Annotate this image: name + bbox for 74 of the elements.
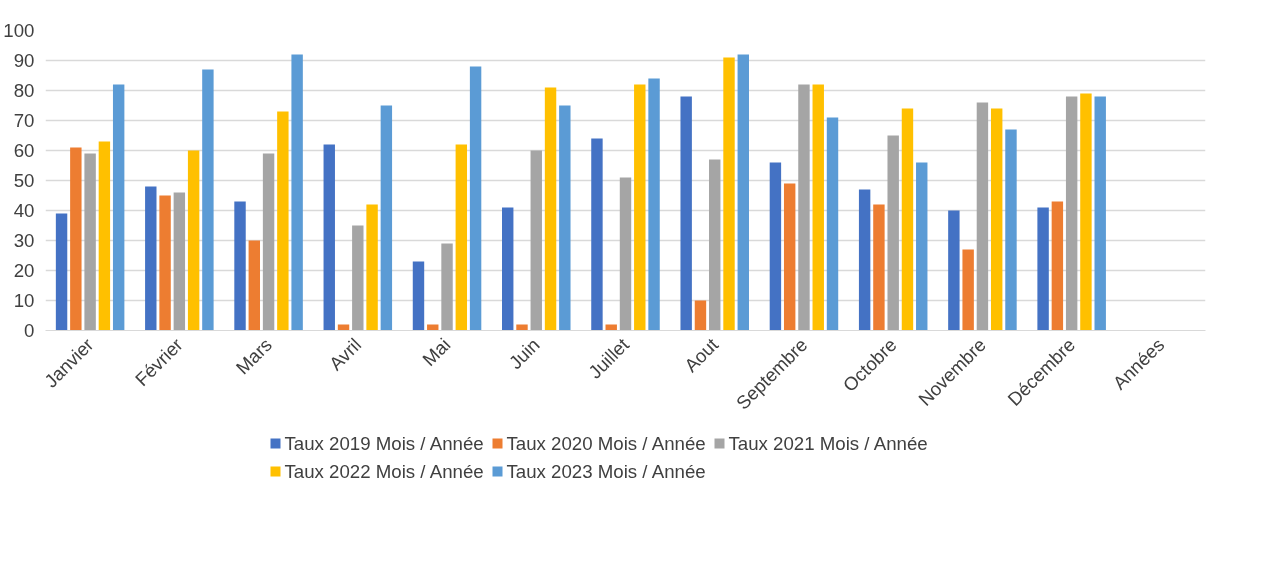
bar [291, 54, 303, 331]
bar [98, 141, 111, 331]
bar [277, 111, 289, 331]
bar [709, 159, 721, 331]
bar [976, 102, 989, 331]
y-tick-label: 80 [13, 80, 35, 101]
bar [737, 54, 749, 331]
bar [694, 300, 707, 331]
bar [469, 66, 482, 331]
bar [680, 96, 692, 331]
legend-label: Taux 2023 Mois / Année [506, 461, 706, 482]
bar [887, 135, 899, 331]
bar [559, 105, 571, 331]
bar [1037, 207, 1049, 331]
bar [323, 144, 335, 331]
bar [530, 150, 542, 331]
bar [812, 84, 824, 331]
bar [441, 243, 453, 331]
bar [262, 153, 275, 331]
legend-label: Taux 2019 Mois / Année [284, 433, 484, 454]
y-tick-label: 30 [13, 230, 35, 251]
bar [901, 108, 914, 331]
bar [648, 78, 660, 331]
bar [380, 105, 393, 331]
bar [412, 261, 425, 331]
y-tick-label: 20 [13, 260, 35, 281]
bar [769, 162, 782, 331]
bar [1065, 96, 1078, 331]
bar [634, 84, 646, 331]
bar [84, 153, 96, 331]
bar [187, 150, 200, 331]
bar [352, 225, 364, 331]
bar [544, 87, 557, 331]
bar [873, 204, 885, 331]
bar [798, 84, 810, 331]
bar [990, 108, 1003, 331]
bar [1051, 201, 1064, 331]
bar [159, 195, 171, 331]
bar [70, 147, 82, 331]
bar [916, 162, 928, 331]
y-tick-label: 100 [3, 20, 35, 41]
bar [723, 57, 735, 331]
x-tick-label: Juin [504, 334, 544, 374]
bar [591, 138, 603, 331]
y-tick-label: 70 [13, 110, 35, 131]
bar [455, 144, 468, 331]
bar [1005, 129, 1017, 331]
bar [619, 177, 632, 331]
bar [962, 249, 974, 331]
y-tick-label: 40 [13, 200, 35, 221]
legend-label: Taux 2020 Mois / Année [506, 433, 706, 454]
bar [366, 204, 378, 331]
bar [826, 117, 839, 331]
y-tick-label: 10 [13, 290, 35, 311]
legend-label: Taux 2021 Mois / Année [728, 433, 928, 454]
bar [502, 207, 514, 331]
bar [55, 213, 68, 331]
legend-label: Taux 2022 Mois / Année [284, 461, 484, 482]
bar [145, 186, 157, 331]
bar [173, 192, 186, 331]
bar [202, 69, 214, 331]
bar [783, 183, 796, 331]
x-tick-label: Mai [418, 334, 455, 371]
bar [248, 240, 261, 331]
bar [112, 84, 125, 331]
bar [1094, 96, 1106, 331]
y-tick-label: 50 [13, 170, 35, 191]
bar [858, 189, 871, 331]
bar [234, 201, 246, 331]
bar [948, 210, 960, 331]
bar [1080, 93, 1092, 331]
y-tick-label: 90 [13, 50, 35, 71]
y-tick-label: 0 [24, 320, 35, 341]
y-tick-label: 60 [13, 140, 35, 161]
